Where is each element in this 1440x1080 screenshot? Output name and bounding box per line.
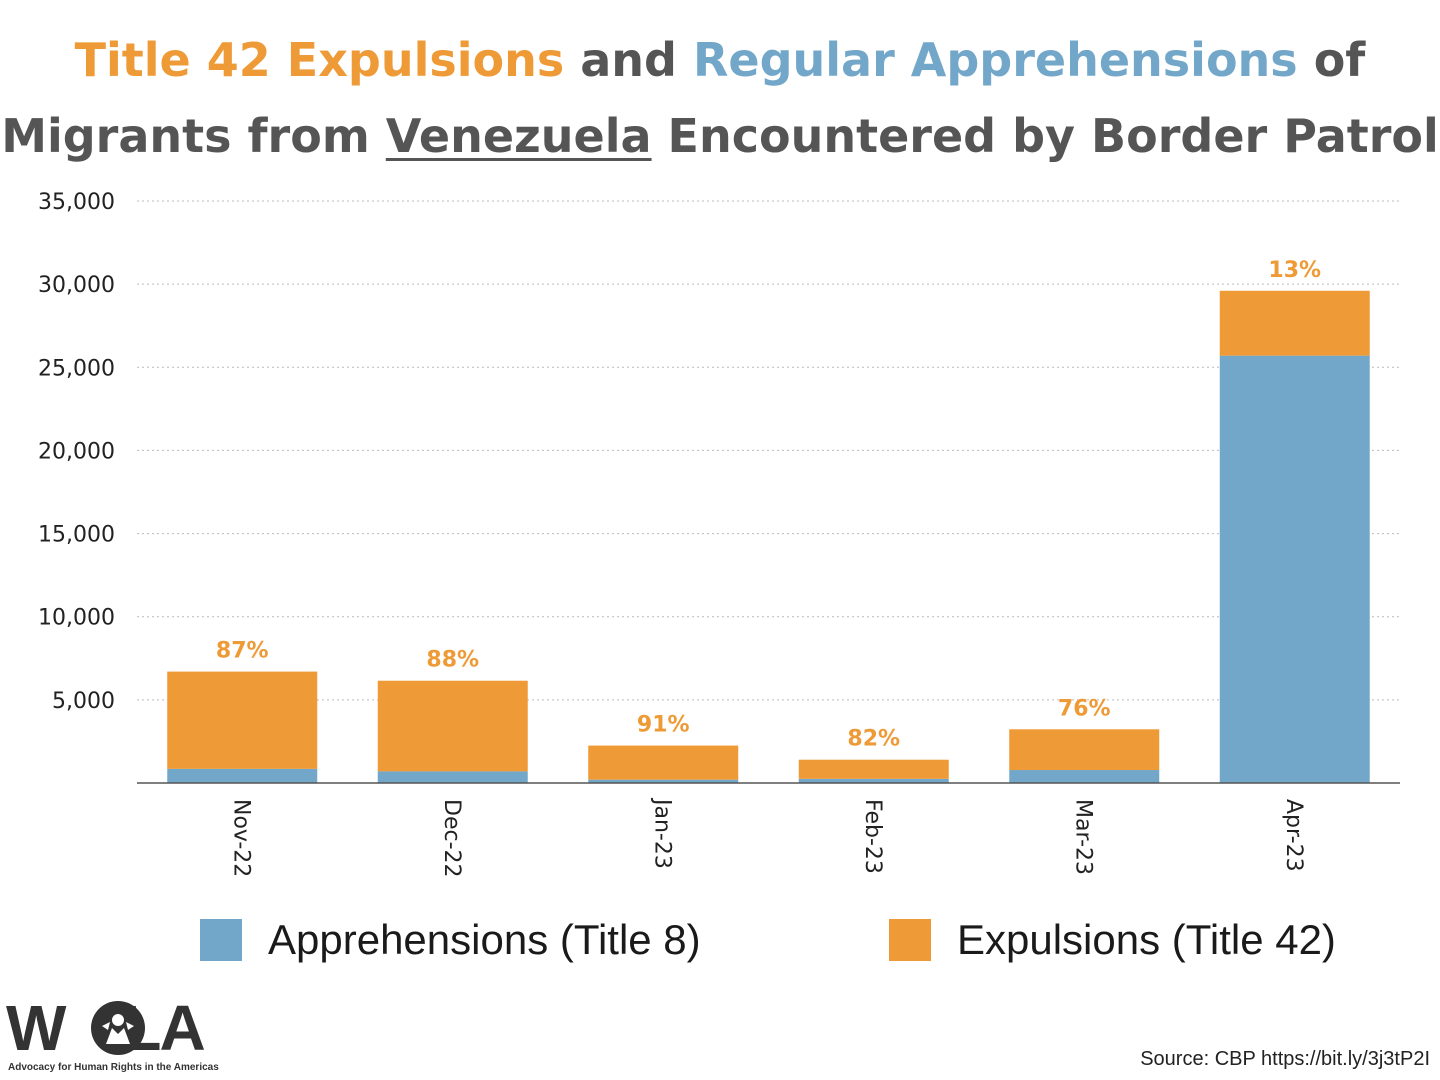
bar-apprehensions-Nov-22 bbox=[167, 768, 318, 783]
y-tick-label: 15,000 bbox=[38, 523, 115, 548]
bar-expulsions-Feb-23 bbox=[798, 759, 949, 779]
data-label: 88% bbox=[426, 648, 479, 673]
bar-chart: 5,000 10,000 15,000 20,000 25,000 30,000 35,00… bbox=[38, 190, 1400, 878]
bar-expulsions-Nov-22 bbox=[167, 671, 318, 769]
legend-label-expulsions: Expulsions (Title 42) bbox=[957, 916, 1336, 963]
title-migrants-from: Migrants from bbox=[1, 109, 386, 163]
title-encountered: Encountered by Border Patrol bbox=[651, 109, 1439, 163]
bar-expulsions-Mar-23 bbox=[1009, 729, 1160, 771]
bars bbox=[167, 290, 1370, 783]
legend-swatch-expulsions bbox=[889, 919, 931, 961]
data-labels: 87% 88% 91% 82% 76% 13% bbox=[216, 258, 1321, 752]
bar-apprehensions-Jan-23 bbox=[588, 779, 739, 783]
x-tick-label: Dec-22 bbox=[439, 799, 464, 878]
x-tick-label: Feb-23 bbox=[860, 799, 885, 874]
logo-tagline: Advocacy for Human Rights in the America… bbox=[8, 1062, 219, 1073]
title-of: of bbox=[1297, 33, 1366, 87]
logo-letter-w: W bbox=[6, 992, 66, 1064]
data-label: 91% bbox=[637, 713, 690, 738]
bar-apprehensions-Dec-22 bbox=[377, 771, 528, 783]
bar-expulsions-Dec-22 bbox=[377, 680, 528, 772]
gridlines bbox=[137, 200, 1400, 701]
data-label: 87% bbox=[216, 639, 269, 664]
x-tick-label: Apr-23 bbox=[1281, 799, 1306, 872]
y-tick-label: 25,000 bbox=[38, 356, 115, 381]
y-tick-label: 20,000 bbox=[38, 439, 115, 464]
y-tick-label: 5,000 bbox=[52, 689, 115, 714]
y-tick-label: 10,000 bbox=[38, 606, 115, 631]
legend-label-apprehensions: Apprehensions (Title 8) bbox=[268, 916, 701, 963]
y-axis-ticks: 5,000 10,000 15,000 20,000 25,000 30,000 35,00… bbox=[38, 190, 115, 714]
data-label: 13% bbox=[1268, 258, 1321, 283]
legend-item-apprehensions: Apprehensions (Title 8) bbox=[200, 908, 701, 972]
bar-apprehensions-Mar-23 bbox=[1009, 770, 1160, 783]
legend-item-expulsions: Expulsions (Title 42) bbox=[889, 908, 1336, 972]
chart-title: Title 42 Expulsions and Regular Apprehen… bbox=[0, 22, 1440, 174]
bar-expulsions-Apr-23 bbox=[1219, 290, 1370, 356]
title-apprehensions: Regular Apprehensions bbox=[692, 33, 1298, 87]
legend-swatch-apprehensions bbox=[200, 919, 242, 961]
title-expulsions: Title 42 Expulsions bbox=[74, 33, 565, 87]
y-tick-label: 35,000 bbox=[38, 190, 115, 215]
bar-apprehensions-Feb-23 bbox=[798, 778, 949, 783]
logo-wordmark: W LA bbox=[6, 996, 206, 1060]
x-tick-label: Nov-22 bbox=[228, 799, 253, 877]
x-axis-ticks: Nov-22 Dec-22 Jan-23 Feb-23 Mar-23 Apr-23 bbox=[228, 797, 1306, 878]
logo-emblem-icon bbox=[91, 1001, 145, 1055]
data-label: 82% bbox=[847, 727, 900, 752]
y-tick-label: 30,000 bbox=[38, 273, 115, 298]
source-note: Source: CBP https://bit.ly/3j3tP2I bbox=[1140, 1048, 1430, 1070]
bar-expulsions-Jan-23 bbox=[588, 745, 739, 780]
x-tick-label: Mar-23 bbox=[1070, 799, 1095, 875]
title-venezuela: Venezuela bbox=[385, 109, 652, 163]
x-tick-label: Jan-23 bbox=[649, 797, 674, 869]
legend: Apprehensions (Title 8) Expulsions (Titl… bbox=[0, 908, 1440, 972]
bar-apprehensions-Apr-23 bbox=[1219, 355, 1370, 783]
data-label: 76% bbox=[1058, 696, 1111, 721]
title-and: and bbox=[564, 33, 693, 87]
wola-logo: W LA Advocacy for Human Rights in the Ame… bbox=[6, 996, 246, 1080]
